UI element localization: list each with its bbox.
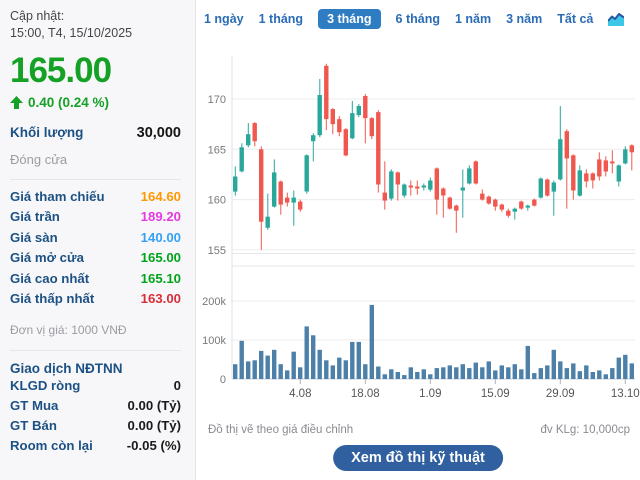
chart-panel: 1 ngày 1 tháng 3 tháng 6 tháng 1 năm 3 năm Tất… [196, 0, 640, 480]
price-info-row: Giá trần 189.20 [10, 207, 181, 228]
divider [10, 349, 181, 351]
svg-text:18.08: 18.08 [351, 388, 380, 400]
foreign-row: KLGD ròng 0 [10, 376, 181, 396]
svg-text:4.08: 4.08 [289, 388, 311, 400]
svg-text:165: 165 [208, 144, 226, 156]
price-info-row: Giá sàn 140.00 [10, 228, 181, 249]
row-label: Giá sàn [10, 229, 58, 245]
row-value: 165.00 [140, 250, 181, 266]
tab-6-tháng[interactable]: 6 tháng [395, 12, 440, 26]
tab-tất-cả[interactable]: Tất cả [557, 12, 594, 26]
volume-label: Khối lượng [10, 124, 84, 140]
price-info-rows: Giá tham chiếu 164.60 Giá trần 189.20 Giá sà… [10, 187, 181, 310]
foreign-section-title: Giao dịch NĐTNN [10, 360, 123, 376]
price-info-row: Giá cao nhất 165.10 [10, 269, 181, 290]
price-volume-chart[interactable]: 170 165 160 155 200k 100k 0 4.08 18.08 1.09 15.09 2… [196, 38, 640, 410]
unit-note: Đơn vị giá: 1000 VNĐ [10, 322, 127, 337]
row-label: Giá thấp nhất [10, 291, 95, 307]
volume-value: 30,000 [136, 124, 181, 141]
updated-label: Cập nhật: [10, 9, 65, 23]
svg-text:155: 155 [208, 245, 226, 257]
row-label: Giá trần [10, 209, 60, 225]
row-label: Giá tham chiếu [10, 188, 105, 204]
area-chart-icon[interactable] [608, 12, 625, 26]
row-label: KLGD ròng [10, 377, 81, 393]
svg-text:13.10: 13.10 [611, 388, 640, 400]
up-arrow-icon [10, 95, 23, 109]
tab-1-tháng[interactable]: 1 tháng [258, 12, 304, 26]
svg-text:160: 160 [208, 195, 226, 207]
tab-1-ngày[interactable]: 1 ngày [204, 12, 244, 26]
updated-block: Cập nhật: 15:00, T4, 15/10/2025 [10, 8, 181, 42]
row-label: GT Bán [10, 417, 57, 433]
tab-3-tháng[interactable]: 3 tháng [318, 9, 381, 29]
svg-text:0: 0 [220, 374, 226, 386]
adjusted-price-note: Đồ thị vẽ theo giá điều chỉnh [208, 424, 354, 436]
foreign-row: GT Bán 0.00 (Tỷ) [10, 416, 181, 436]
technical-chart-button[interactable]: Xem đồ thị kỹ thuật [333, 445, 503, 471]
row-value: -0.05 (%) [126, 437, 181, 453]
tab-1-năm[interactable]: 1 năm [454, 12, 492, 26]
price-info-row: Giá thấp nhất 163.00 [10, 289, 181, 310]
svg-text:1.09: 1.09 [419, 388, 441, 400]
price-change-row: 0.40 (0.24 %) [10, 95, 181, 110]
svg-text:170: 170 [208, 94, 226, 106]
price-info-row: Giá mở cửa 165.00 [10, 248, 181, 269]
price-change: 0.40 (0.24 %) [28, 94, 110, 110]
row-value: 189.20 [140, 209, 181, 225]
row-value: 140.00 [140, 229, 181, 245]
row-value: 0 [173, 377, 181, 393]
last-price: 165.00 [10, 50, 112, 90]
divider [10, 178, 181, 180]
foreign-row: GT Mua 0.00 (Tỷ) [10, 396, 181, 416]
close-label: Đóng cửa [10, 151, 68, 167]
range-tabs: 1 ngày 1 tháng 3 tháng 6 tháng 1 năm 3 năm Tất… [196, 0, 640, 29]
row-value: 164.60 [140, 188, 181, 204]
row-label: Room còn lại [10, 437, 93, 453]
updated-time: 15:00, T4, 15/10/2025 [10, 25, 133, 40]
svg-text:15.09: 15.09 [481, 388, 510, 400]
volume-unit-note: đv KLg: 10,000cp [540, 424, 630, 436]
price-info-row: Giá tham chiếu 164.60 [10, 187, 181, 208]
foreign-rows: KLGD ròng 0 GT Mua 0.00 (Tỷ) GT Bán 0.00 (Tỷ)… [10, 376, 181, 456]
row-label: Giá cao nhất [10, 270, 90, 286]
svg-text:29.09: 29.09 [546, 388, 575, 400]
foreign-row: Room còn lại -0.05 (%) [10, 436, 181, 456]
row-value: 165.10 [140, 270, 181, 286]
row-label: GT Mua [10, 397, 59, 413]
svg-text:100k: 100k [202, 335, 226, 347]
row-value: 0.00 (Tỷ) [127, 397, 181, 413]
row-value: 163.00 [140, 291, 181, 307]
row-value: 0.00 (Tỷ) [127, 417, 181, 433]
volume-row: Khối lượng 30,000 [10, 125, 181, 141]
row-label: Giá mở cửa [10, 250, 84, 266]
svg-text:200k: 200k [202, 296, 226, 308]
tab-3-năm[interactable]: 3 năm [506, 12, 543, 26]
quote-sidebar: Cập nhật: 15:00, T4, 15/10/2025 165.00 0… [0, 0, 196, 480]
